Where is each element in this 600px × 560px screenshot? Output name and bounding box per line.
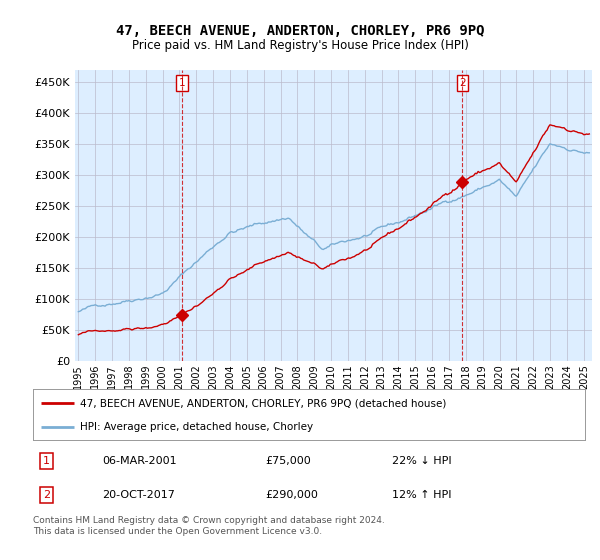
Text: 1: 1 bbox=[179, 78, 185, 88]
Text: 06-MAR-2001: 06-MAR-2001 bbox=[102, 456, 176, 466]
Text: Contains HM Land Registry data © Crown copyright and database right 2024.
This d: Contains HM Land Registry data © Crown c… bbox=[33, 516, 385, 536]
Text: £75,000: £75,000 bbox=[265, 456, 311, 466]
Text: 2: 2 bbox=[459, 78, 466, 88]
Text: £290,000: £290,000 bbox=[265, 490, 318, 500]
Text: 1: 1 bbox=[43, 456, 50, 466]
Text: 20-OCT-2017: 20-OCT-2017 bbox=[102, 490, 175, 500]
Text: 47, BEECH AVENUE, ANDERTON, CHORLEY, PR6 9PQ: 47, BEECH AVENUE, ANDERTON, CHORLEY, PR6… bbox=[116, 24, 484, 38]
Text: 47, BEECH AVENUE, ANDERTON, CHORLEY, PR6 9PQ (detached house): 47, BEECH AVENUE, ANDERTON, CHORLEY, PR6… bbox=[80, 398, 446, 408]
Text: 12% ↑ HPI: 12% ↑ HPI bbox=[392, 490, 451, 500]
Text: 2: 2 bbox=[43, 490, 50, 500]
Text: 22% ↓ HPI: 22% ↓ HPI bbox=[392, 456, 451, 466]
Text: Price paid vs. HM Land Registry's House Price Index (HPI): Price paid vs. HM Land Registry's House … bbox=[131, 39, 469, 52]
Text: HPI: Average price, detached house, Chorley: HPI: Average price, detached house, Chor… bbox=[80, 422, 313, 432]
